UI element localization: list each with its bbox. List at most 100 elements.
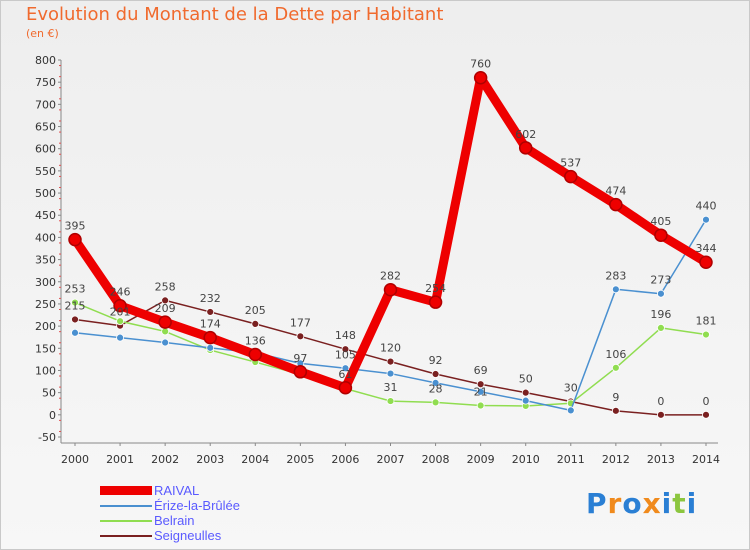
data-point [564, 169, 578, 184]
data-point [521, 396, 530, 405]
legend-label: Érize-la-Brûlée [154, 498, 240, 513]
data-point [71, 315, 79, 324]
data-label: 174 [200, 318, 221, 331]
x-tick-label: 2000 [61, 453, 89, 466]
data-label: 9 [612, 391, 619, 404]
y-tick-label: 600 [35, 143, 56, 156]
x-tick-label: 2005 [286, 453, 314, 466]
y-tick-label: 700 [35, 98, 56, 111]
data-label: 136 [245, 335, 266, 348]
data-label: 209 [155, 302, 176, 315]
logo-letter: P [586, 487, 608, 520]
data-point [386, 369, 395, 378]
data-label-layer: 395 246 209 174 136 97 61 282 254 760 602 537 474 405… [65, 58, 717, 408]
data-point [116, 333, 124, 342]
data-point [702, 330, 710, 339]
x-tick-label: 2013 [647, 453, 675, 466]
logo-letter: x [642, 487, 662, 520]
data-label: 201 [110, 306, 131, 319]
x-tick-label: 2003 [196, 453, 224, 466]
data-label: 148 [335, 329, 356, 342]
y-tick-label: 100 [35, 364, 56, 377]
y-tick-label: 500 [35, 187, 56, 200]
logo-letter: o [622, 487, 643, 520]
data-label: 31 [384, 381, 398, 394]
proxiti-logo: Proxiti [586, 487, 697, 520]
x-tick-label: 2002 [151, 453, 179, 466]
legend-swatch [100, 486, 152, 495]
data-point [476, 401, 485, 410]
data-label: 474 [605, 185, 626, 198]
data-label: 21 [474, 386, 488, 399]
y-tick-label: 450 [35, 209, 56, 222]
chart-title: Evolution du Montant de la Dette par Hab… [26, 4, 444, 25]
data-label: 28 [429, 382, 443, 395]
data-point [206, 343, 215, 352]
data-label: 97 [293, 352, 307, 365]
logo-letter: r [607, 487, 623, 520]
data-point [161, 338, 170, 347]
data-label: 215 [65, 299, 86, 312]
data-label: 405 [650, 215, 671, 228]
data-point [203, 330, 217, 345]
data-point [431, 378, 440, 387]
data-label: 254 [425, 282, 446, 295]
y-tick-label: 200 [35, 320, 56, 333]
data-label: 205 [245, 304, 266, 317]
data-label: 273 [650, 274, 671, 287]
data-label: 106 [605, 348, 626, 361]
legend-swatch [100, 504, 152, 507]
data-point [338, 381, 353, 395]
x-tick-label: 2007 [377, 453, 405, 466]
data-label: 253 [65, 283, 86, 296]
data-point [296, 332, 305, 341]
data-point [611, 406, 620, 415]
data-point [521, 388, 530, 397]
legend-label: Seigneulles [154, 528, 222, 543]
data-label: 50 [519, 373, 533, 386]
x-tick-label: 2008 [422, 453, 450, 466]
data-label: 602 [515, 128, 536, 141]
data-label: 196 [650, 308, 671, 321]
data-label: 282 [380, 270, 401, 283]
data-point [566, 406, 575, 415]
data-label: 61 [338, 368, 352, 381]
y-tick-label: 750 [35, 76, 56, 89]
x-tick-label: 2009 [467, 453, 495, 466]
data-point [383, 282, 398, 297]
y-tick-label: 0 [49, 409, 56, 422]
data-label: 395 [65, 220, 86, 233]
data-label: 177 [290, 316, 311, 329]
data-point [161, 296, 170, 305]
data-point [702, 410, 710, 419]
data-point [293, 365, 308, 379]
data-label: 283 [605, 269, 626, 282]
data-point [248, 347, 263, 362]
data-point [158, 315, 172, 329]
data-label: 537 [560, 157, 581, 170]
data-point [657, 289, 665, 298]
x-tick-label: 2001 [106, 453, 134, 466]
data-label: 30 [564, 382, 578, 395]
data-point [702, 215, 710, 224]
data-point [476, 387, 485, 396]
data-point [68, 232, 82, 247]
data-point [476, 380, 485, 389]
data-label: 258 [155, 280, 176, 293]
data-point [611, 285, 620, 294]
data-point [609, 197, 623, 212]
data-point [611, 363, 620, 372]
data-point [654, 228, 668, 242]
data-label: 0 [657, 395, 664, 408]
legend-label: Belrain [154, 513, 195, 528]
data-point [341, 364, 350, 373]
data-label: 92 [429, 354, 443, 367]
series-layer [68, 70, 713, 419]
data-label: 760 [470, 58, 491, 71]
logo-letter: i [686, 487, 698, 520]
y-tick-label: 800 [35, 54, 56, 67]
data-label: 181 [696, 315, 717, 328]
data-label: 232 [200, 292, 221, 305]
